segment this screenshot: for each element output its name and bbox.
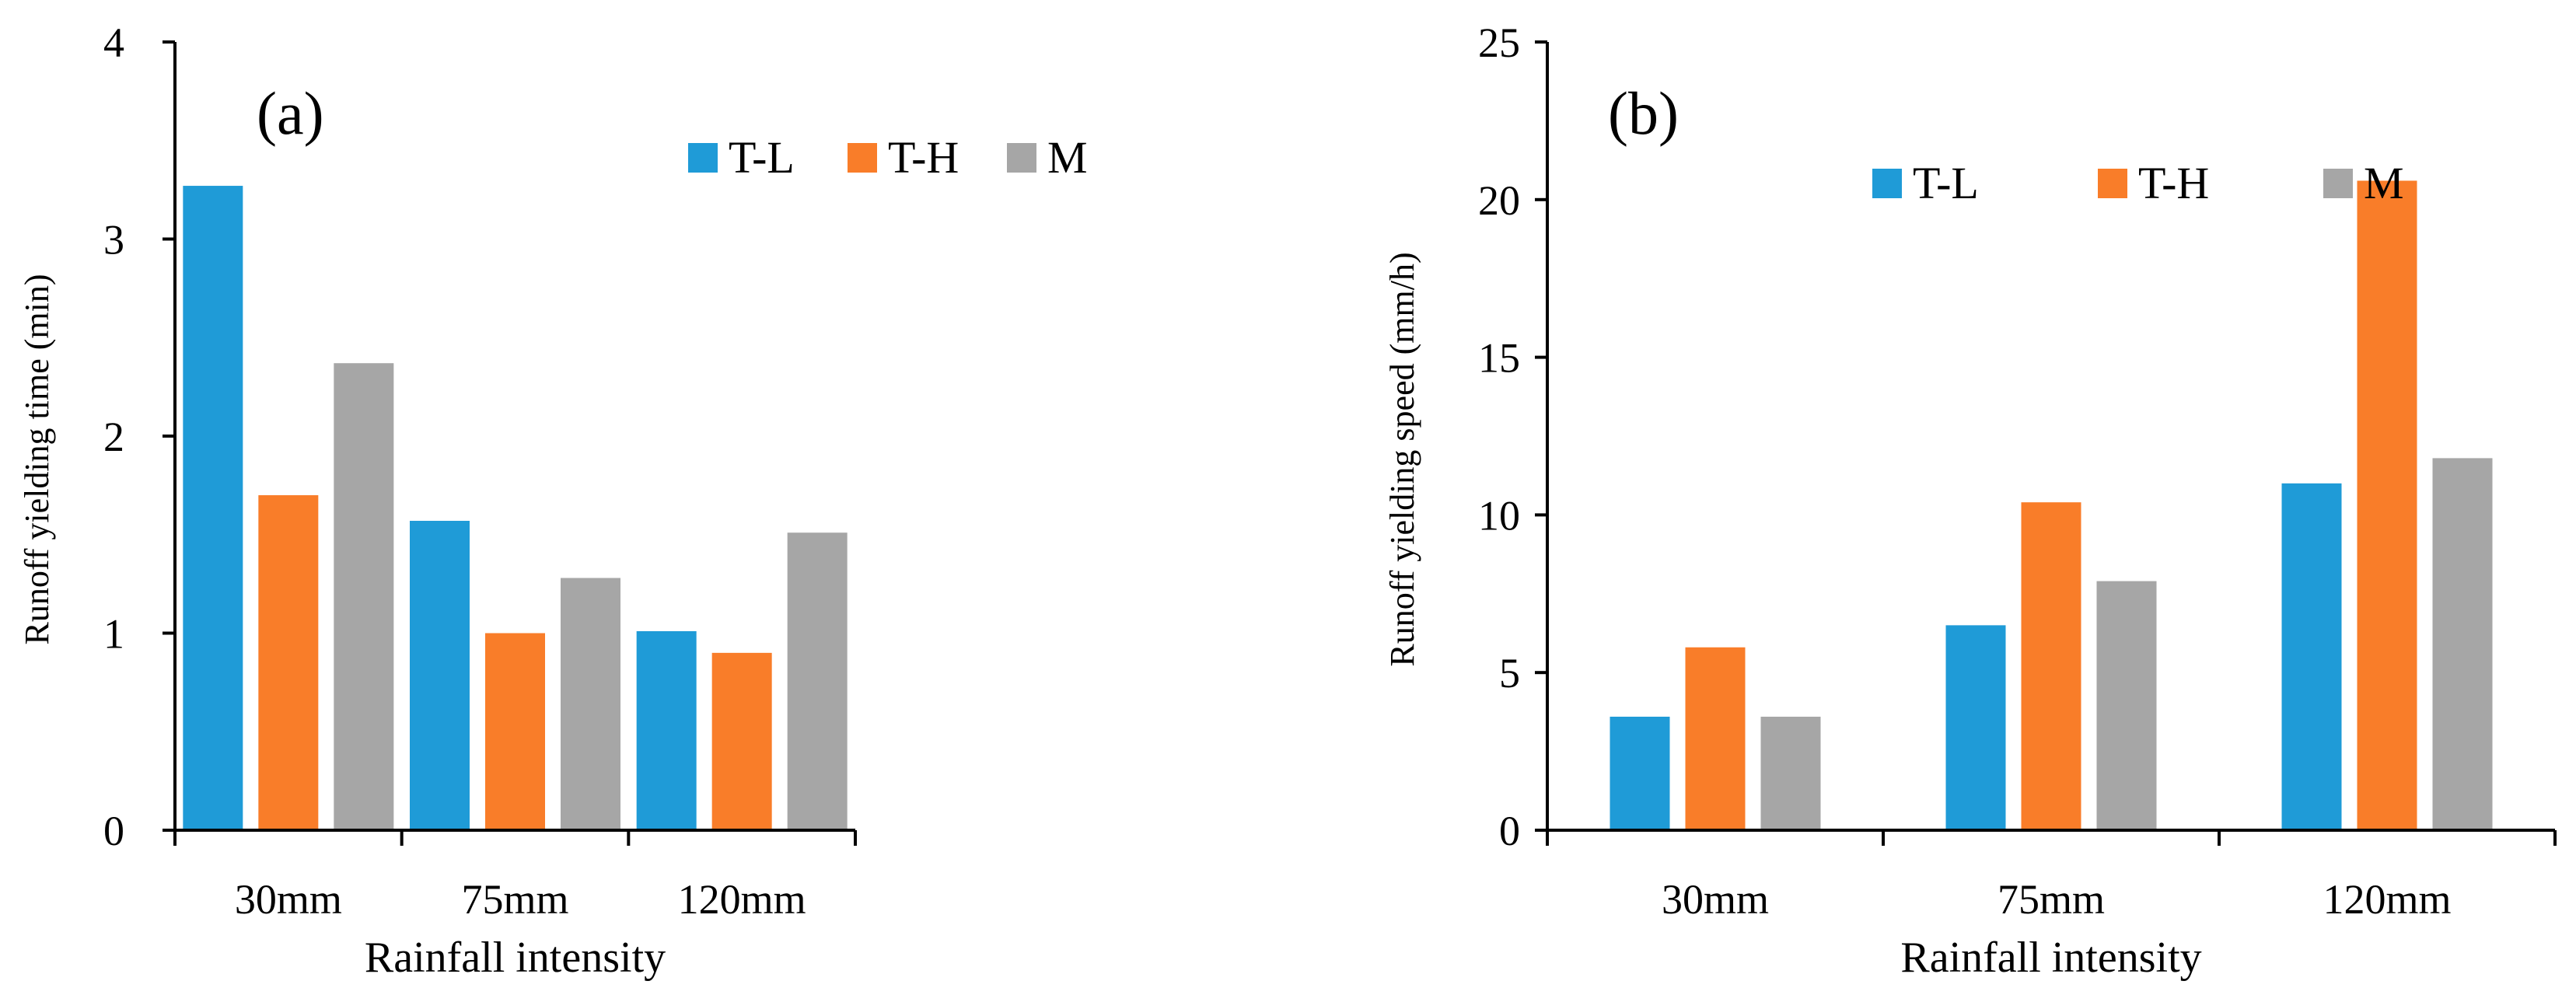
y-tick-label-b-5: 5 (1499, 650, 1520, 696)
bar-b-t-h-120mm (2357, 180, 2417, 831)
y-tick-label-b-20: 20 (1478, 177, 1520, 224)
y-tick-label-a-3: 3 (103, 217, 124, 264)
bar-a-t-l-75mm (410, 521, 470, 830)
bar-b-t-h-30mm (1685, 647, 1746, 830)
bar-b-t-l-30mm (1610, 716, 1670, 830)
bar-a-t-h-120mm (711, 652, 772, 830)
legend-swatch-a-m (1007, 143, 1036, 173)
bar-b-t-h-75mm (2021, 502, 2081, 830)
y-tick-label-a-0: 0 (103, 808, 124, 854)
bar-b-m-75mm (2096, 581, 2157, 830)
bar-a-m-75mm (561, 578, 620, 830)
panel-label-b: (b) (1608, 79, 1679, 147)
panel-label-a: (a) (257, 79, 324, 147)
y-tick-label-b-10: 10 (1478, 492, 1520, 539)
y-tick-label-b-0: 0 (1499, 808, 1520, 854)
bar-b-t-l-75mm (1945, 625, 2006, 830)
x-tick-label-a-75mm: 75mm (461, 876, 568, 923)
bar-a-m-30mm (334, 363, 394, 831)
bar-b-t-l-120mm (2281, 483, 2342, 830)
x-axis-label-a: Rainfall intensity (365, 934, 666, 982)
legend-swatch-b-m (2323, 169, 2353, 198)
y-tick-label-a-4: 4 (103, 19, 124, 66)
y-axis-label-b: Runoff yielding speed (mm/h) (1383, 252, 1421, 666)
legend-swatch-a-t-l (688, 143, 718, 173)
bar-a-t-l-120mm (636, 630, 697, 830)
y-tick-label-a-1: 1 (103, 611, 124, 658)
x-tick-label-a-30mm: 30mm (235, 876, 342, 923)
bar-b-m-120mm (2432, 458, 2493, 830)
legend-label-b-t-h: T-H (2138, 158, 2209, 208)
bar-a-t-h-30mm (258, 495, 319, 830)
x-tick-label-a-120mm: 120mm (678, 876, 806, 923)
bar-a-t-l-30mm (183, 186, 243, 830)
chart-panel-b: 0 5 10 15 20 25 30mm 75mm 120mm Rainfall intensit… (1383, 19, 2557, 982)
x-axis-label-b: Rainfall intensity (1900, 934, 2201, 982)
legend-label-b-t-l: T-L (1913, 158, 1979, 208)
y-tick-label-b-25: 25 (1478, 19, 1520, 66)
legend-swatch-b-t-h (2098, 169, 2127, 198)
y-axis-label-a: Runoff yielding time (min) (18, 274, 56, 644)
chart-panel-a: 0 1 2 3 4 30mm 75mm 120mm Rainfall intensity Runo… (18, 19, 1088, 982)
x-tick-label-b-120mm: 120mm (2323, 876, 2451, 923)
legend-label-a-t-h: T-H (888, 132, 959, 183)
bar-a-t-h-75mm (485, 633, 545, 830)
bar-b-m-30mm (1760, 716, 1821, 830)
legend-label-b-m: M (2364, 158, 2404, 208)
legend-label-a-m: M (1047, 132, 1088, 183)
bar-a-m-120mm (787, 532, 848, 830)
y-tick-label-a-2: 2 (103, 414, 124, 460)
legend-label-a-t-l: T-L (729, 132, 795, 183)
x-tick-label-b-30mm: 30mm (1662, 876, 1769, 923)
legend-swatch-b-t-l (1872, 169, 1902, 198)
y-tick-label-b-15: 15 (1478, 335, 1520, 382)
legend-swatch-a-t-h (848, 143, 877, 173)
x-tick-label-b-75mm: 75mm (1998, 876, 2105, 923)
